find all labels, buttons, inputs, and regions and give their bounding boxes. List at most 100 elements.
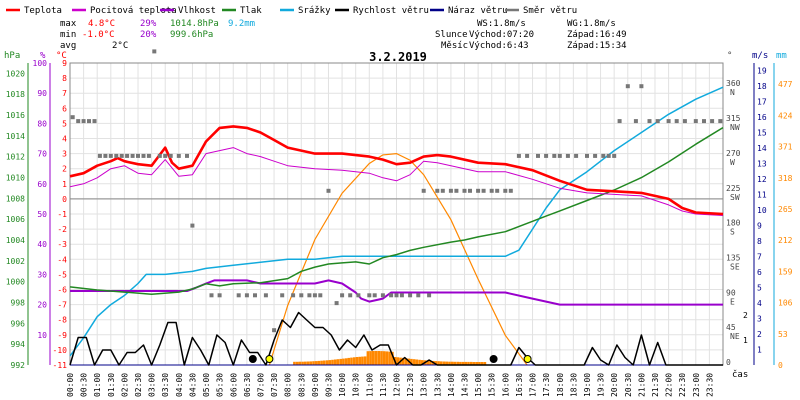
humidity-tick: 90 bbox=[37, 89, 47, 98]
legend-label: Vlhkost bbox=[178, 6, 216, 16]
moon-rise: Východ:6:43 bbox=[469, 41, 529, 51]
wind-direction-point bbox=[253, 293, 257, 298]
rain-bar bbox=[461, 361, 465, 365]
temp-tick: -5 bbox=[57, 270, 67, 279]
rain-tick: 106 bbox=[778, 299, 793, 308]
series-line-pocitov-teplota bbox=[69, 147, 724, 216]
rain-bar bbox=[480, 362, 484, 365]
rain-bar bbox=[421, 360, 424, 365]
wind-direction-point bbox=[136, 153, 140, 158]
rain-bar bbox=[377, 351, 381, 365]
wind-speed-tick: 10 bbox=[757, 206, 767, 215]
pressure-tick: 1020 bbox=[6, 69, 25, 78]
wind-direction-point bbox=[76, 119, 81, 124]
wind-direction-point bbox=[157, 153, 162, 158]
wind-direction-point bbox=[372, 293, 377, 298]
rain-bar bbox=[336, 359, 340, 365]
temp-tick: -4 bbox=[57, 255, 67, 264]
rain-bar bbox=[350, 357, 353, 365]
wind-direction-point bbox=[625, 84, 630, 89]
time-tick: 13:30 bbox=[433, 373, 442, 397]
rain-bar bbox=[391, 351, 394, 365]
legend-label: Směr větru bbox=[523, 6, 577, 16]
unit-celsius: °C bbox=[56, 51, 67, 61]
wind-direction-point bbox=[291, 293, 296, 298]
wind-direction-point bbox=[356, 293, 361, 298]
wind-direction-point bbox=[674, 119, 679, 124]
wind-direction-point bbox=[710, 119, 715, 124]
wind-low-tick: 2 bbox=[743, 311, 748, 320]
wind-direction-point bbox=[190, 223, 195, 228]
wind-direction-point bbox=[682, 119, 687, 124]
temp-tick: 8 bbox=[62, 74, 67, 83]
wind-direction-point bbox=[468, 188, 472, 193]
series-layer bbox=[69, 49, 724, 366]
temp-tick: 9 bbox=[62, 59, 67, 68]
time-tick: 02:30 bbox=[134, 373, 143, 397]
time-tick: 19:00 bbox=[583, 373, 592, 397]
wind-direction-point bbox=[334, 301, 339, 306]
wind-speed-tick: 3 bbox=[757, 315, 762, 324]
wind-direction-point bbox=[440, 188, 445, 193]
rain-bar bbox=[410, 358, 413, 365]
rain-bar bbox=[437, 361, 440, 365]
time-tick: 23:30 bbox=[705, 373, 714, 397]
wind-direction-point bbox=[448, 188, 453, 193]
pressure-tick: 1018 bbox=[6, 90, 25, 99]
chart-legend: Teplota Pocitová teplota Vlhkost Tlak Srážky… bbox=[6, 6, 577, 16]
rain-bar bbox=[456, 361, 459, 365]
time-tick: 03:00 bbox=[148, 373, 157, 397]
wind-speed-tick: 14 bbox=[757, 144, 767, 153]
rain-bar bbox=[418, 359, 421, 365]
rain-tick: 0 bbox=[778, 361, 783, 370]
stat-avg-temp: 2°C bbox=[112, 41, 128, 51]
stat-min-label: min bbox=[60, 30, 76, 40]
wind-speed-tick: 8 bbox=[757, 237, 762, 246]
time-tick: 07:30 bbox=[270, 373, 279, 397]
wind-direction-point bbox=[236, 293, 241, 298]
wind-direction-point bbox=[503, 188, 508, 193]
plot-grid bbox=[69, 62, 724, 366]
rain-bar bbox=[385, 351, 389, 365]
humidity-tick: 20 bbox=[37, 301, 47, 310]
wind-direction-point bbox=[454, 188, 459, 193]
legend-label: Pocitová teplota bbox=[90, 6, 177, 16]
rain-bar bbox=[344, 358, 348, 365]
wind-speed-tick: 7 bbox=[757, 253, 762, 262]
temp-tick: -1 bbox=[57, 210, 67, 219]
wind-direction-point bbox=[481, 188, 486, 193]
direction-tick: 135 bbox=[726, 253, 741, 262]
stat-max-hum: 29% bbox=[140, 19, 157, 29]
moon-set: Západ:15:34 bbox=[567, 41, 627, 51]
rain-tick: 424 bbox=[778, 111, 793, 120]
rain-bar bbox=[448, 361, 451, 365]
humidity-tick: 30 bbox=[37, 270, 47, 279]
rain-bar bbox=[361, 356, 364, 365]
wind-direction-point bbox=[495, 188, 500, 193]
time-tick: 15:30 bbox=[488, 373, 497, 397]
rain-bar bbox=[366, 351, 370, 365]
temp-tick: -3 bbox=[57, 240, 67, 249]
series-line-tlak bbox=[69, 126, 724, 295]
sun-label: Slunce bbox=[435, 30, 468, 40]
humidity-tick: 40 bbox=[37, 240, 47, 249]
temp-tick: 5 bbox=[62, 119, 67, 128]
rain-bar bbox=[396, 357, 400, 365]
temp-tick: -2 bbox=[57, 225, 67, 234]
wind-speed-tick: 5 bbox=[757, 284, 762, 293]
wind-direction-point bbox=[92, 119, 97, 124]
rain-bar bbox=[353, 357, 356, 365]
time-tick: 07:00 bbox=[256, 373, 265, 397]
wind-direction-point bbox=[489, 188, 494, 193]
pressure-tick: 1008 bbox=[6, 194, 25, 203]
time-tick: 01:00 bbox=[93, 373, 102, 397]
temp-tick: -10 bbox=[53, 346, 68, 355]
rain-bar bbox=[301, 361, 304, 365]
rain-bar bbox=[388, 351, 391, 365]
unit-percent: % bbox=[40, 51, 46, 61]
rain-bar bbox=[440, 361, 443, 365]
legend-label: Tlak bbox=[240, 6, 262, 16]
wind-speed-tick: 18 bbox=[757, 82, 767, 91]
wind-direction-point bbox=[718, 119, 723, 124]
wind-direction-point bbox=[280, 293, 285, 298]
